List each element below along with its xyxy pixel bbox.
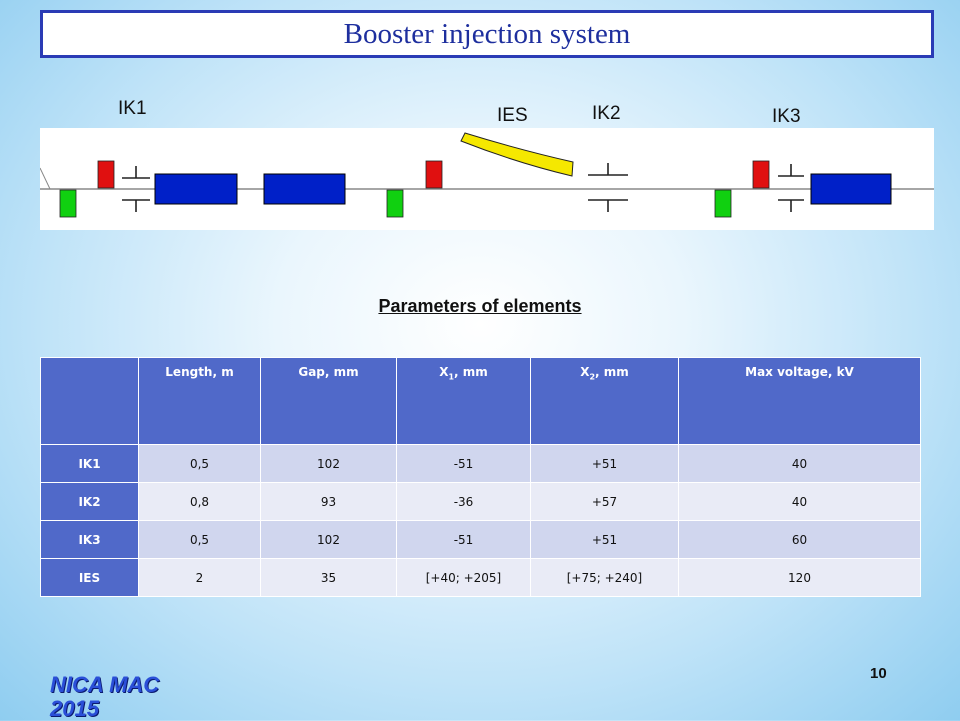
table-row: IK1 0,5 102 -51 +51 40	[40, 444, 921, 483]
cell-gap: 102	[260, 444, 397, 483]
label-ies: IES	[497, 105, 528, 126]
header-length: Length, m	[138, 357, 261, 445]
cell-length: 0,8	[138, 482, 261, 521]
cell-x2: +51	[530, 444, 679, 483]
beamline-diagram	[40, 128, 934, 230]
row-label: IK2	[40, 482, 139, 521]
cell-x1: [+40; +205]	[396, 558, 531, 597]
params-title: Parameters of elements	[378, 296, 582, 316]
header-empty	[40, 357, 139, 445]
cell-gap: 35	[260, 558, 397, 597]
row-label: IES	[40, 558, 139, 597]
title-box: Booster injection system	[40, 10, 934, 58]
cell-x2: [+75; +240]	[530, 558, 679, 597]
green-block	[386, 189, 404, 218]
magnet-block	[810, 173, 892, 205]
table-row: IK2 0,8 93 -36 +57 40	[40, 482, 921, 521]
cell-x1: -36	[396, 482, 531, 521]
header-x2: X2, mm	[530, 357, 679, 445]
red-block	[97, 160, 115, 189]
table-row: IES 2 35 [+40; +205] [+75; +240] 120	[40, 558, 921, 597]
magnet-block	[263, 173, 346, 205]
kicker-ik2-plates	[588, 163, 628, 212]
header-gap: Gap, mm	[260, 357, 397, 445]
parameters-table: Length, m Gap, mm X1, mm X2, mm Max volt…	[40, 357, 921, 597]
label-ik1: IK1	[118, 98, 147, 119]
table-header-row: Length, m Gap, mm X1, mm X2, mm Max volt…	[40, 357, 921, 445]
kicker-ik1-plates	[122, 166, 150, 212]
cell-x1: -51	[396, 444, 531, 483]
row-label: IK1	[40, 444, 139, 483]
cell-x2: +57	[530, 482, 679, 521]
page-number: 10	[870, 665, 887, 682]
cell-length: 2	[138, 558, 261, 597]
cell-length: 0,5	[138, 444, 261, 483]
header-max-voltage: Max voltage, kV	[678, 357, 921, 445]
ies-septum-plate	[460, 132, 574, 177]
red-block	[425, 160, 443, 189]
nica-mac-logo: NICA MAC 2015	[50, 672, 160, 721]
green-block	[714, 189, 732, 218]
cell-x1: -51	[396, 520, 531, 559]
cell-length: 0,5	[138, 520, 261, 559]
cell-gap: 102	[260, 520, 397, 559]
cell-max-voltage: 40	[678, 444, 921, 483]
cell-max-voltage: 60	[678, 520, 921, 559]
cell-gap: 93	[260, 482, 397, 521]
row-label: IK3	[40, 520, 139, 559]
cell-x2: +51	[530, 520, 679, 559]
magnet-block	[154, 173, 238, 205]
kicker-ik3-plates	[778, 164, 804, 212]
cell-max-voltage: 120	[678, 558, 921, 597]
header-x1: X1, mm	[396, 357, 531, 445]
green-block	[59, 189, 77, 218]
slide-title: Booster injection system	[343, 17, 631, 50]
label-ik3: IK3	[772, 106, 801, 127]
cell-max-voltage: 40	[678, 482, 921, 521]
beam-line-tail	[40, 167, 51, 190]
label-ik2: IK2	[592, 103, 621, 124]
red-block	[752, 160, 770, 189]
table-row: IK3 0,5 102 -51 +51 60	[40, 520, 921, 559]
